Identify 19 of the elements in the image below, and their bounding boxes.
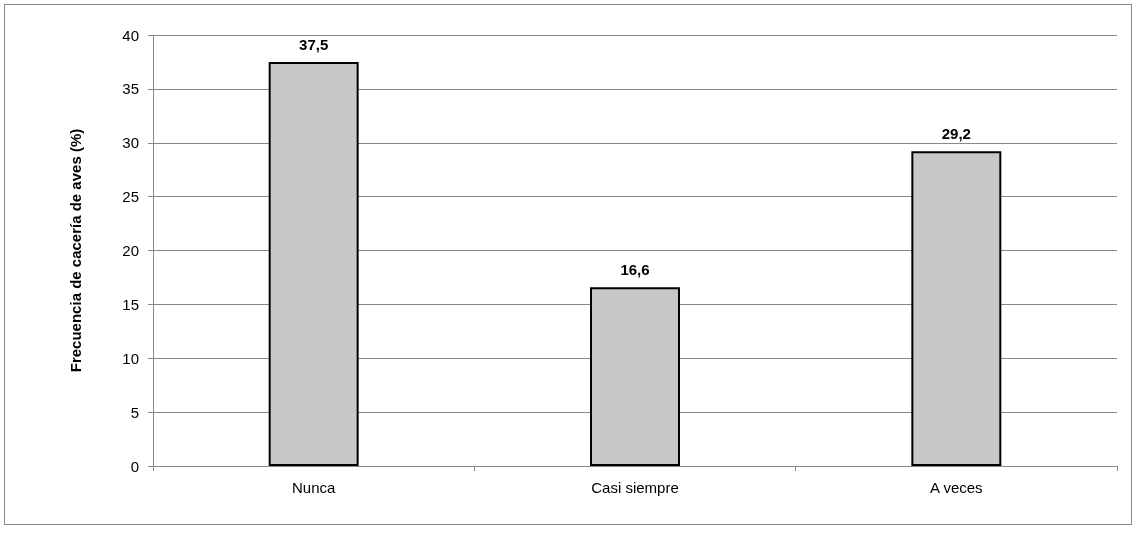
y-tick-label: 25: [122, 188, 139, 206]
bar: [590, 287, 680, 466]
x-tick-label: A veces: [930, 479, 983, 496]
y-tick-label: 15: [122, 295, 139, 313]
bar: [911, 151, 1002, 466]
y-tick-label: 0: [130, 457, 139, 475]
data-label: 16,6: [620, 261, 650, 279]
y-tick-label: 5: [130, 403, 139, 421]
y-tick-label: 10: [122, 349, 139, 367]
data-label: 29,2: [941, 125, 971, 143]
y-axis-title: Frecuencia de cacería de aves (%): [67, 128, 84, 373]
y-tick-label: 35: [122, 80, 139, 98]
x-tick-label: Nunca: [291, 479, 336, 496]
y-tick-label: 40: [122, 26, 139, 44]
x-tick-label: Casi siempre: [591, 479, 679, 496]
data-label: 37,5: [299, 35, 329, 53]
bar: [268, 61, 359, 466]
y-tick-label: 20: [122, 242, 139, 259]
y-tick-label: 30: [122, 134, 139, 152]
